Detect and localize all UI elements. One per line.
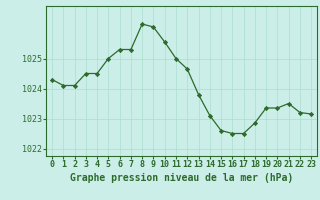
X-axis label: Graphe pression niveau de la mer (hPa): Graphe pression niveau de la mer (hPa) xyxy=(70,173,293,183)
